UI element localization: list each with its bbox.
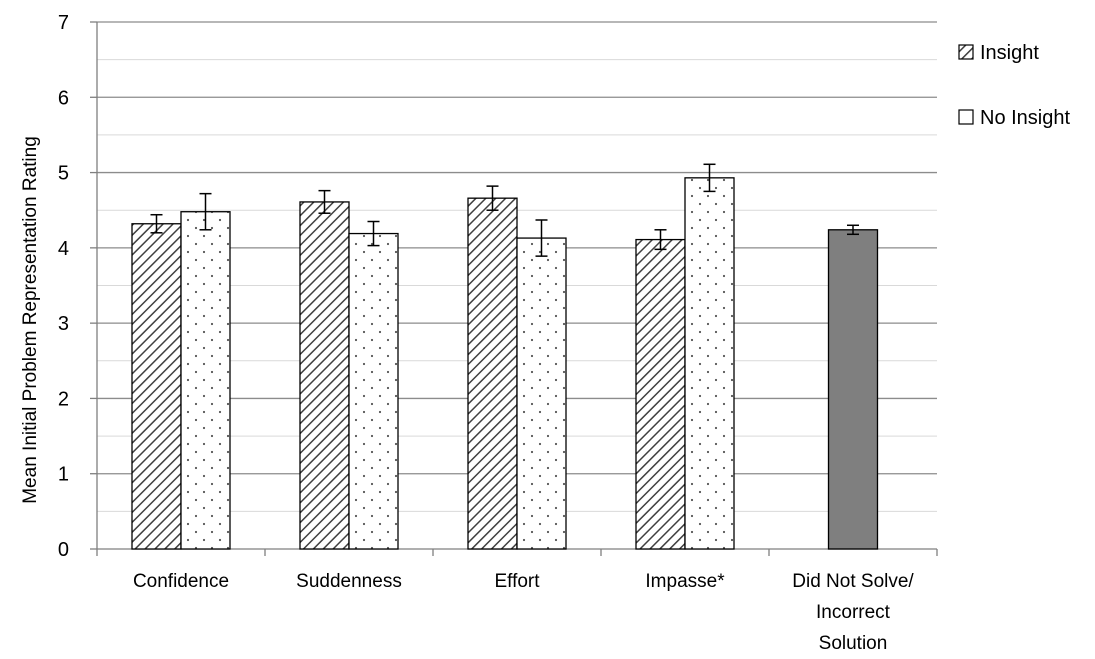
y-tick-label: 4 [58, 238, 69, 260]
y-tick-label: 6 [58, 87, 69, 109]
x-category-label: Did Not Solve/ [792, 571, 914, 592]
x-category-label: Solution [819, 633, 888, 654]
bar [827, 229, 879, 550]
bar [131, 223, 182, 550]
x-category-label: Effort [494, 571, 540, 592]
legend-swatch-no-insight [958, 109, 974, 125]
y-axis-title: Mean Initial Problem Representation Rati… [20, 136, 41, 504]
bar [516, 237, 567, 550]
y-tick-label: 5 [58, 163, 69, 185]
bar [467, 197, 518, 550]
x-category-label: Suddenness [296, 571, 402, 592]
y-tick-label: 1 [58, 464, 69, 486]
x-category-label: Impasse* [645, 571, 725, 592]
legend-label-insight: Insight [980, 42, 1039, 64]
y-tick-label: 2 [58, 388, 69, 410]
y-tick-label: 3 [58, 313, 69, 335]
legend: Insight No Insight [958, 42, 1070, 129]
y-tick-label: 7 [58, 12, 69, 34]
x-category-labels: Confidence Suddenness Effort Impasse* Did No… [133, 571, 914, 654]
bars [131, 177, 879, 550]
bar [299, 201, 350, 550]
y-tick-label: 0 [58, 539, 69, 561]
bar [635, 238, 686, 550]
legend-label-no-insight: No Insight [980, 107, 1070, 129]
x-category-label: Confidence [133, 571, 229, 592]
legend-swatch-insight [958, 44, 974, 60]
x-category-label: Incorrect [816, 602, 891, 623]
bar [684, 177, 735, 550]
y-tick-labels: 0 1 2 3 4 5 6 7 [58, 12, 69, 561]
bar [180, 211, 231, 550]
error-bars [150, 163, 859, 257]
bar [348, 232, 399, 550]
